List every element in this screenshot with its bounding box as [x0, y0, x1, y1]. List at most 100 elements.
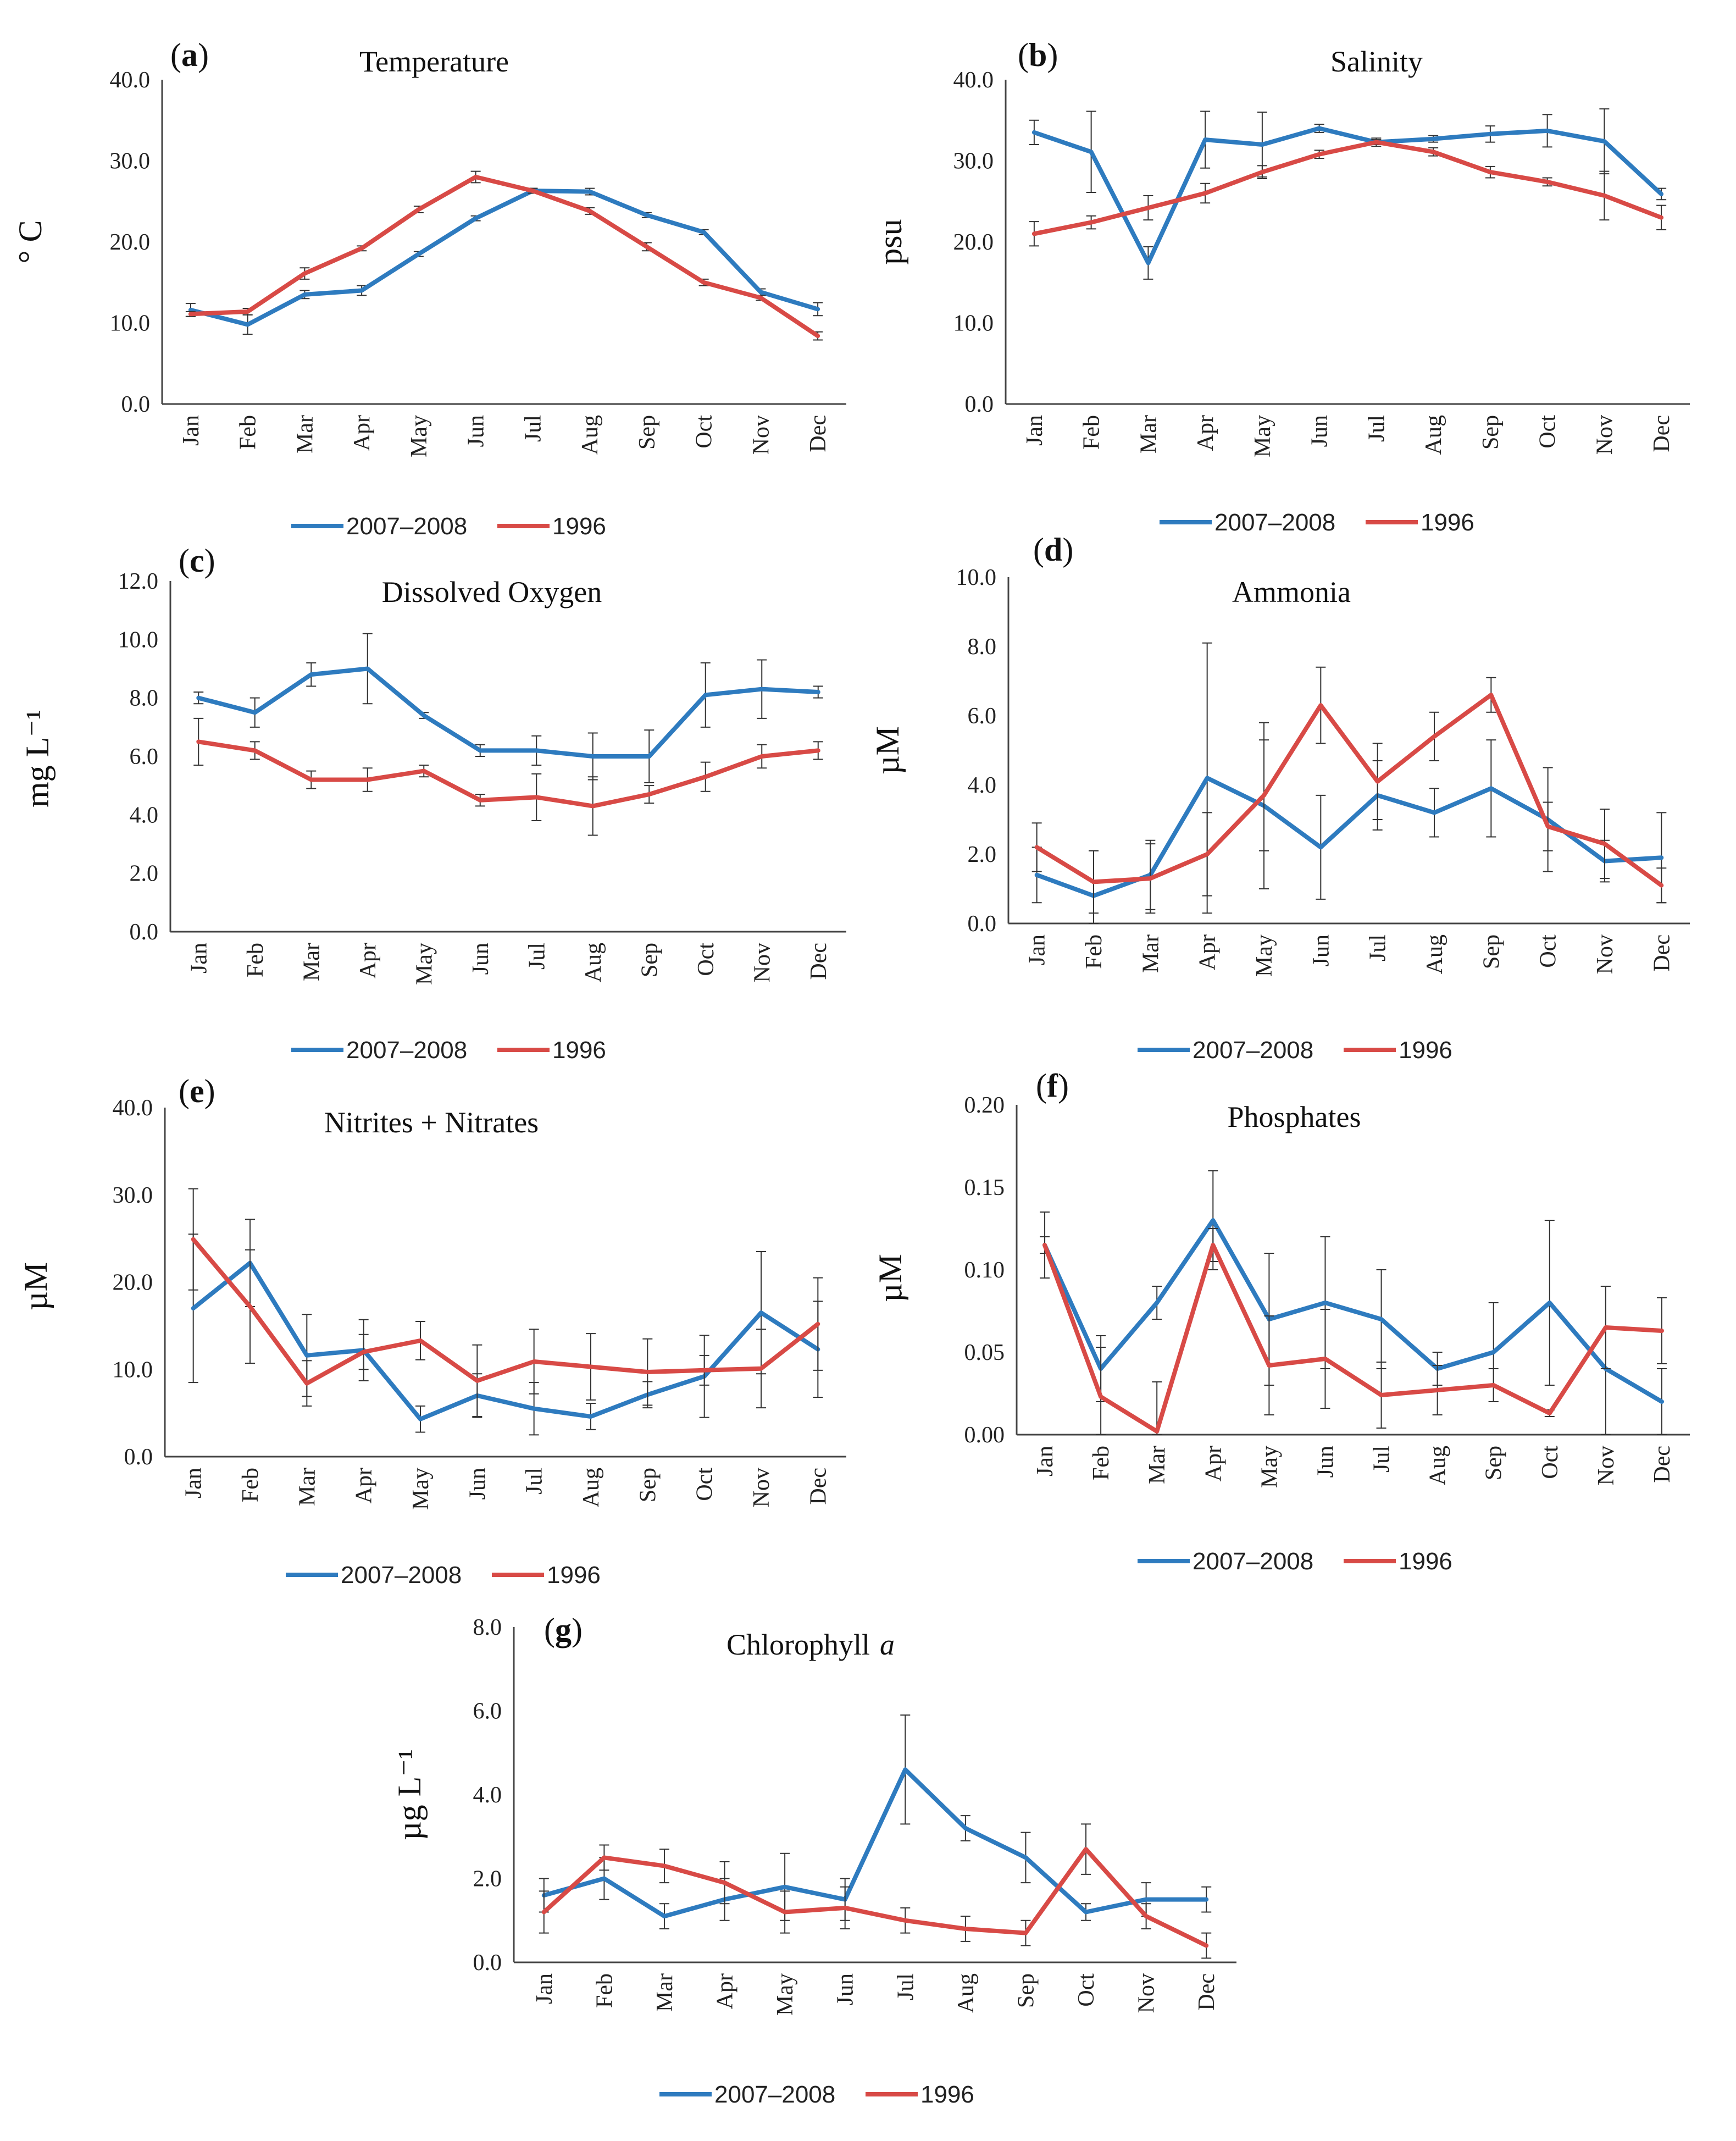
- panel-letter-bold: a: [181, 37, 198, 73]
- x-tick-label: Nov: [749, 1468, 774, 1507]
- x-tick-label: May: [412, 943, 437, 985]
- x-tick-label: Aug: [1426, 1446, 1451, 1485]
- legend-label: 2007–2008: [1193, 1548, 1313, 1575]
- chart-title: Nitrites + Nitrates: [324, 1106, 539, 1139]
- x-tick-label: Jan: [1025, 934, 1050, 965]
- y-tick-label: 10.0: [118, 627, 159, 652]
- y-axis-label: µM: [18, 1262, 54, 1310]
- x-tick-label: Jun: [833, 1973, 858, 2005]
- x-tick-label: May: [408, 1468, 434, 1510]
- chart-title-text: Salinity: [1330, 45, 1423, 78]
- series-line-a: [188, 189, 820, 327]
- x-tick-label: Sep: [635, 1468, 661, 1502]
- legend-label: 2007–2008: [346, 1037, 467, 1064]
- series-line-a: [541, 1767, 1209, 1919]
- y-tick-label: 8.0: [968, 634, 997, 660]
- chart-title-text: Chlorophyll: [726, 1628, 870, 1661]
- y-tick-label: 8.0: [473, 1615, 502, 1640]
- legend-label: 1996: [920, 2081, 974, 2108]
- series-line-b: [1031, 140, 1664, 236]
- panel-letter-bold: f: [1047, 1067, 1058, 1104]
- x-tick-label: Nov: [748, 415, 774, 455]
- panel-letter: (c): [179, 543, 215, 579]
- x-tick-label: Apr: [1195, 934, 1221, 970]
- y-tick-label: 20.0: [110, 230, 151, 255]
- x-tick-label: Aug: [579, 1468, 604, 1507]
- x-tick-label: Jul: [1369, 1446, 1395, 1473]
- legend: 2007–2008 1996: [291, 1037, 606, 1064]
- panel-paren: (: [179, 1073, 190, 1109]
- x-tick-label: Jan: [181, 1468, 207, 1498]
- chart-title-text: Ammonia: [1232, 576, 1351, 608]
- legend-label: 1996: [1421, 509, 1474, 536]
- series-line-b: [1042, 1243, 1664, 1434]
- panel-letter-bold: d: [1044, 532, 1062, 568]
- panel-paren: ): [572, 1612, 583, 1648]
- x-tick-label: Mar: [299, 943, 324, 981]
- x-tick-label: Oct: [1536, 934, 1561, 968]
- chart-panel-g: 0.0 2.0 4.0 6.0 8.0 Jan Feb Mar Apr May Jun Jul Aug S…: [391, 1612, 1236, 2108]
- y-tick-label: 0.0: [473, 1950, 502, 1976]
- y-tick-label: 10.0: [953, 311, 994, 336]
- panel-letter: (e): [179, 1073, 215, 1109]
- panel-paren: (: [1033, 532, 1044, 568]
- chart-panel-c: 0.0 2.0 4.0 6.0 8.0 10.0 12.0 Jan Feb Mar Apr May Ju…: [19, 543, 846, 1064]
- x-tick-label: Jul: [893, 1973, 918, 2000]
- y-tick-label: 4.0: [473, 1783, 502, 1808]
- x-tick-label: Oct: [692, 1468, 718, 1501]
- x-tick-label: Mar: [1145, 1446, 1170, 1484]
- y-tick-label: 40.0: [113, 1096, 153, 1121]
- series-line-b: [196, 739, 820, 809]
- x-tick-label: Aug: [1422, 934, 1447, 974]
- x-tick-label: Jun: [1307, 415, 1333, 447]
- panel-paren: (: [170, 37, 181, 73]
- chart-panel-a: 0.0 10.0 20.0 30.0 40.0 Jan Feb Mar Apr May Jun Jul…: [12, 37, 846, 540]
- x-tick-label: Jan: [179, 415, 204, 446]
- series-line-b: [1034, 693, 1664, 888]
- x-tick-label: Dec: [806, 943, 831, 980]
- x-tick-label: Dec: [1650, 1446, 1675, 1483]
- x-tick-label: Nov: [1593, 934, 1618, 974]
- panel-letter: (g): [544, 1612, 583, 1648]
- panel-letter-bold: b: [1029, 37, 1047, 73]
- panel-letter: (f): [1036, 1067, 1069, 1104]
- legend-label: 1996: [547, 1562, 601, 1589]
- x-tick-label: Mar: [292, 415, 318, 453]
- x-tick-label: Jun: [1313, 1446, 1338, 1478]
- y-axis-label: µM: [869, 726, 906, 774]
- chart-title: Ammonia: [1232, 576, 1351, 608]
- legend: 2007–2008 1996: [1160, 509, 1474, 536]
- legend: 2007–2008 1996: [286, 1562, 601, 1589]
- panel-paren: (: [179, 543, 190, 579]
- chart-title: Temperature: [359, 45, 509, 78]
- y-tick-label: 0.20: [964, 1093, 1005, 1118]
- chart-panel-b: 0.0 10.0 20.0 30.0 40.0 Jan Feb Mar Apr May Jun Jul…: [872, 37, 1690, 536]
- x-tick-label: Jun: [1308, 934, 1334, 966]
- x-tick-label: May: [1252, 934, 1277, 977]
- legend-label: 1996: [1399, 1548, 1452, 1575]
- panel-paren: (: [1036, 1067, 1047, 1104]
- chart-title: Salinity: [1330, 45, 1423, 78]
- chart-title-text: Dissolved Oxygen: [382, 576, 602, 608]
- x-tick-label: Mar: [1138, 934, 1163, 973]
- y-tick-label: 0.0: [121, 392, 151, 417]
- x-tick-label: Mar: [1136, 415, 1161, 453]
- x-tick-label: Feb: [236, 415, 261, 450]
- series-line-a: [191, 1260, 820, 1421]
- y-axis-label: µg L⁻¹: [391, 1749, 428, 1840]
- x-tick-label: Oct: [1074, 1973, 1099, 2007]
- panel-paren: (: [1018, 37, 1029, 73]
- panel-letter-bold: c: [190, 543, 204, 579]
- x-tick-label: Jul: [522, 1468, 547, 1495]
- x-tick-label: Oct: [1535, 415, 1561, 449]
- series-line-b: [188, 175, 820, 339]
- x-tick-label: Apr: [1201, 1446, 1226, 1481]
- x-tick-label: Aug: [1421, 415, 1446, 455]
- x-tick-label: Oct: [692, 415, 717, 449]
- x-tick-label: Nov: [1592, 415, 1617, 455]
- panel-paren: ): [1062, 532, 1073, 568]
- x-tick-label: Sep: [1482, 1446, 1507, 1480]
- x-tick-label: Jun: [468, 943, 493, 975]
- panel-paren: ): [204, 543, 215, 579]
